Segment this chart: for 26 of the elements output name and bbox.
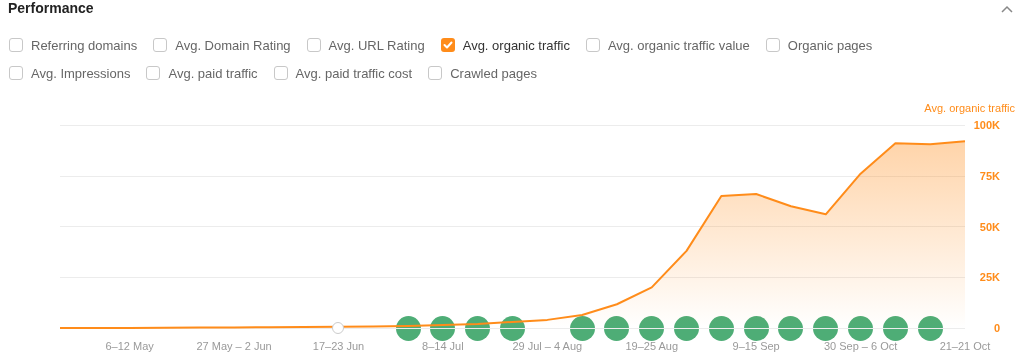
y-tick-label: 50K [979, 220, 1001, 233]
x-tick-label: 6–12 May [105, 339, 155, 352]
text: Referring domains [30, 38, 138, 53]
text: Crawled pages [449, 66, 537, 81]
y-tick-label: 25K [979, 271, 1001, 284]
x-tick-label: 21–21 Oct [939, 339, 991, 352]
x-tick-label: 30 Sep – 6 Oct [823, 339, 898, 352]
x-tick-label: 17–23 Jun [312, 339, 365, 352]
text: Organic pages [786, 38, 873, 53]
chart-title: Performance [8, 0, 94, 16]
text: Avg. paid traffic [167, 66, 258, 81]
text: Avg. Domain Rating [174, 38, 291, 53]
x-tick-label: 8–14 Jul [422, 339, 464, 352]
text: Avg. organic traffic value [606, 38, 750, 53]
x-tick-label: 27 May – 2 Jun [196, 339, 272, 352]
legend-label: Avg. organic traffic [461, 38, 570, 53]
text: Avg. URL Rating [327, 38, 425, 53]
text: Avg. Impressions [30, 66, 131, 81]
text: Avg. paid traffic cost [294, 66, 413, 81]
x-tick-label: 9–15 Sep [732, 339, 780, 352]
y-tick-label: 100K [973, 119, 1001, 131]
x-tick-label: 19–25 Aug [625, 339, 679, 352]
y-axis-title: Avg. organic traffic [924, 101, 1016, 114]
x-tick-label: 29 Jul – 4 Aug [512, 339, 583, 352]
y-tick-label: 0 [993, 322, 1000, 334]
y-tick-label: 75K [979, 169, 1001, 182]
